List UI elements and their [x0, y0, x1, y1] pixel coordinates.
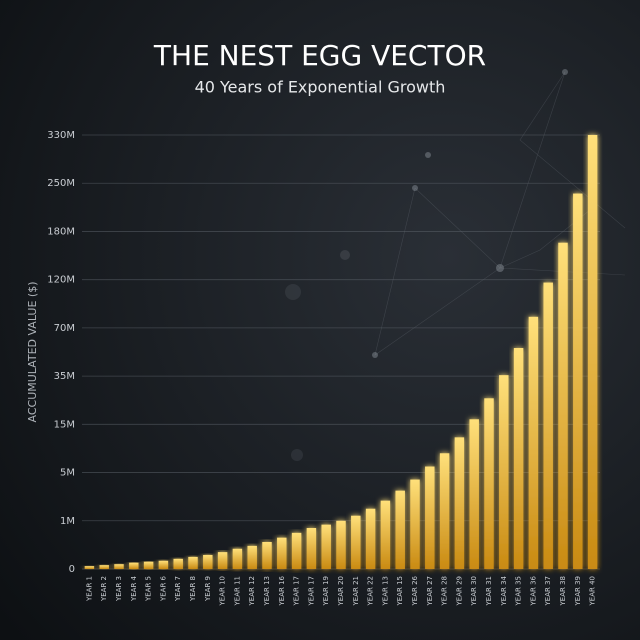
chart-subtitle: 40 Years of Exponential Growth	[195, 78, 446, 97]
bar	[484, 398, 494, 569]
chart-title: THE NEST EGG VECTOR	[153, 39, 486, 72]
x-tick-label: YEAR 30	[470, 576, 478, 606]
y-tick-label: 5M	[60, 468, 75, 479]
bar	[513, 348, 524, 569]
x-tick-label: YEAR 21	[352, 576, 360, 606]
bar	[291, 532, 302, 569]
x-tick-label: YEAR 40	[589, 576, 597, 606]
bar	[129, 562, 139, 569]
x-tick-label: YEAR 2	[100, 576, 108, 602]
x-tick-label: YEAR 5	[145, 576, 153, 602]
y-tick-label: 120M	[47, 275, 75, 286]
x-tick-label: YEAR 6	[159, 575, 167, 602]
x-tick-label: YEAR 13	[263, 576, 271, 606]
bar	[410, 479, 420, 569]
x-tick-label: YEAR 28	[441, 576, 449, 606]
x-tick-label: YEAR 3	[115, 576, 123, 602]
bar	[158, 560, 169, 569]
bar	[395, 490, 405, 569]
x-tick-label: YEAR 16	[278, 575, 286, 606]
bar	[277, 537, 287, 569]
y-tick-label: 35M	[54, 371, 75, 382]
bar	[247, 545, 257, 569]
x-tick-label: YEAR 17	[307, 576, 315, 606]
bar	[143, 561, 154, 569]
network-decoration	[374, 71, 626, 356]
y-tick-label: 0	[69, 564, 75, 575]
bar	[99, 565, 109, 569]
bar	[573, 193, 583, 570]
bar	[306, 528, 317, 569]
bar	[425, 466, 435, 569]
x-tick-label: YEAR 22	[367, 576, 375, 606]
bar	[351, 515, 361, 569]
bar	[173, 558, 183, 569]
bar	[262, 541, 272, 569]
x-tick-label: YEAR 12	[248, 576, 256, 606]
bar	[114, 564, 124, 569]
x-tick-label: YEAR 35	[515, 576, 523, 606]
y-axis-label: ACCUMULATED VALUE ($)	[26, 282, 39, 423]
network-dots	[285, 69, 568, 461]
bar	[380, 500, 391, 569]
x-tick-label: YEAR 37	[544, 576, 552, 606]
y-tick-label: 330M	[47, 130, 75, 141]
x-tick-label: YEAR 20	[337, 576, 345, 606]
bar	[528, 316, 539, 569]
x-tick-label: YEAR 10	[219, 576, 227, 606]
bar	[587, 135, 598, 569]
bar	[543, 282, 553, 569]
bar	[469, 419, 479, 569]
x-tick-label: YEAR 4	[130, 575, 138, 602]
bar	[558, 242, 568, 569]
y-tick-label: 70M	[54, 323, 75, 334]
x-tick-label: YEAR 7	[174, 576, 182, 602]
bar	[217, 552, 228, 569]
bar	[439, 453, 450, 569]
x-tick-label: YEAR 1	[85, 576, 93, 602]
y-tick-label: 180M	[47, 226, 75, 237]
x-tick-label: YEAR 34	[500, 575, 508, 606]
bar	[454, 437, 465, 569]
bar	[188, 556, 198, 569]
x-tick-label: YEAR 38	[559, 576, 567, 606]
x-tick-label: YEAR 9	[204, 576, 212, 602]
bar	[365, 508, 376, 569]
x-tick-label: YEAR 17	[293, 576, 301, 606]
x-tick-label: YEAR 26	[411, 575, 419, 606]
x-tick-label: YEAR 36	[529, 575, 537, 606]
x-tick-label: YEAR 15	[396, 576, 404, 606]
bar	[232, 548, 243, 569]
x-tick-label: YEAR 11	[233, 576, 241, 606]
x-tick-label: YEAR 8	[189, 576, 197, 602]
y-tick-label: 1M	[60, 516, 75, 527]
bar	[203, 555, 213, 569]
x-tick-label: YEAR 39	[574, 576, 582, 606]
bar	[336, 520, 346, 569]
x-tick-label: YEAR 27	[426, 576, 434, 606]
x-tick-label: YEAR 19	[322, 576, 330, 606]
x-tick-label: YEAR 29	[455, 576, 463, 606]
y-tick-label: 250M	[47, 178, 75, 189]
bar	[499, 375, 509, 569]
bar	[321, 524, 331, 569]
x-tick-label: YEAR 13	[381, 576, 389, 606]
x-tick-label: YEAR 31	[485, 576, 493, 606]
y-tick-label: 15M	[54, 419, 75, 430]
bar	[84, 566, 95, 569]
